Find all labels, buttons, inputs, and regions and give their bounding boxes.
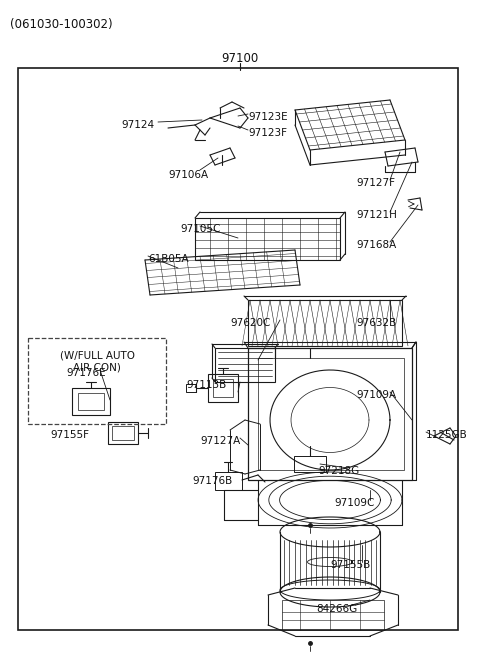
Bar [282, 600, 384, 630]
Bar [186, 384, 196, 392]
Bar [78, 393, 104, 410]
Text: 97100: 97100 [221, 52, 259, 65]
Text: (W/FULL AUTO: (W/FULL AUTO [60, 350, 134, 360]
Text: 97632B: 97632B [356, 318, 396, 328]
Text: 97127A: 97127A [200, 436, 240, 446]
Bar [213, 379, 233, 397]
Bar [258, 358, 404, 470]
Text: 97176E: 97176E [66, 368, 106, 378]
Bar [72, 388, 110, 415]
Bar [112, 426, 134, 440]
Bar [248, 300, 402, 346]
Bar [294, 456, 326, 472]
Text: AIR CON): AIR CON) [73, 362, 121, 372]
Text: 97121H: 97121H [356, 210, 397, 220]
Text: 97168A: 97168A [356, 240, 396, 250]
Text: 61B05A: 61B05A [148, 254, 189, 264]
Bar [18, 68, 458, 630]
Text: 97109A: 97109A [356, 390, 396, 400]
Text: 97105C: 97105C [180, 224, 220, 234]
Text: 97176B: 97176B [192, 476, 232, 486]
Text: 97155B: 97155B [330, 560, 370, 570]
Text: 97123F: 97123F [248, 128, 287, 138]
Text: 97123E: 97123E [248, 112, 288, 122]
Text: 97127F: 97127F [356, 178, 395, 188]
Bar [108, 422, 138, 444]
Bar [215, 348, 275, 382]
Bar [248, 348, 412, 480]
Bar [215, 472, 242, 490]
Text: 97124: 97124 [121, 120, 154, 130]
Bar [28, 338, 166, 424]
Bar [208, 374, 238, 402]
Bar [195, 218, 340, 260]
Text: 84266G: 84266G [316, 604, 357, 614]
Text: 97113B: 97113B [186, 380, 226, 390]
Text: 97155F: 97155F [50, 430, 89, 440]
Text: 97106A: 97106A [168, 170, 208, 180]
Text: 1125GB: 1125GB [426, 430, 468, 440]
Text: 97218G: 97218G [318, 466, 359, 476]
Text: (061030-100302): (061030-100302) [10, 18, 113, 31]
Text: 97620C: 97620C [230, 318, 270, 328]
Text: 97109C: 97109C [334, 498, 374, 508]
